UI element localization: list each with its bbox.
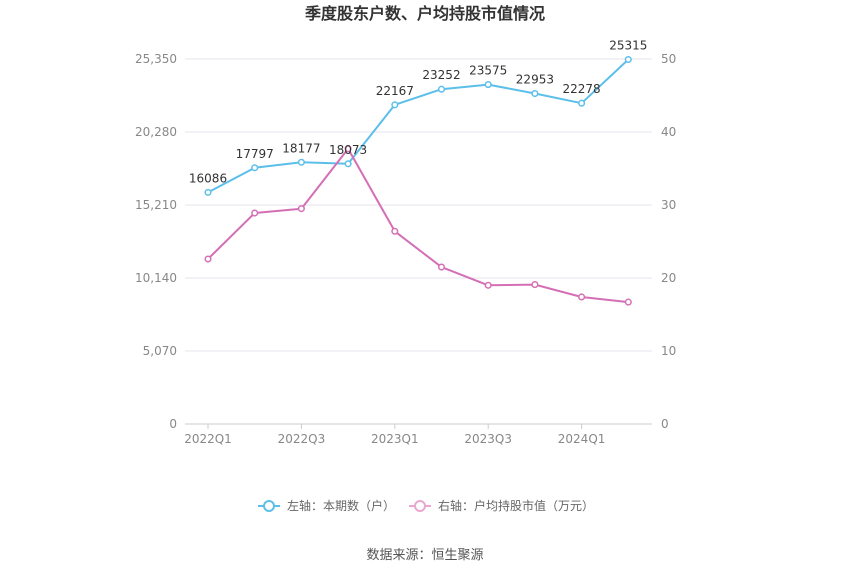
x-axis-tick-label: 2024Q1 [558,432,606,446]
data-label: 18073 [329,143,367,157]
x-axis-tick-label: 2022Q1 [184,432,232,446]
data-label: 16086 [189,171,227,185]
chart-title: 季度股东户数、户均持股市值情况 [304,4,545,23]
data-point-right [391,227,399,235]
data-point-left [391,101,399,109]
series [204,55,632,306]
legend-item-left-series[interactable]: 左轴：本期数（户） [258,498,395,513]
data-point-right [297,205,305,213]
right-axis-tick-label: 40 [661,125,676,139]
right-axis-tick-label: 0 [661,417,669,431]
data-point-right [531,281,539,289]
data-point-right [344,145,352,153]
data-point-right [484,281,492,289]
left-axis-tick-label: 15,210 [135,198,177,212]
data-point-left [297,158,305,166]
data-point-right [578,293,586,301]
data-point-left [531,89,539,98]
x-axis-tick-label: 2023Q1 [371,432,419,446]
left-axis-tick-label: 10,140 [135,271,177,285]
data-point-right [204,255,212,263]
data-point-left [344,160,352,168]
data-point-right [624,298,632,306]
data-label: 22953 [516,73,554,87]
axes: 0 0 5,070 10 10,140 20 15,210 30 20,280 40 25,350 5… [135,52,676,446]
source-note: 数据来源：恒生聚源 [366,548,483,563]
legend-item-right-series[interactable]: 右轴：户均持股市值（万元） [409,498,594,513]
right-axis-tick-label: 30 [661,198,676,212]
data-label: 22167 [376,84,414,98]
left-axis-tick-label: 5,070 [143,344,177,358]
data-point-left [251,164,259,172]
x-axis-tick-label: 2022Q3 [278,432,326,446]
left-axis-tick-label: 0 [169,417,177,431]
right-axis-tick-label: 10 [661,344,676,358]
data-point-left [484,81,492,89]
series-line-left [207,58,629,194]
right-axis-tick-label: 50 [661,52,676,66]
left-axis-tick-label: 25,350 [135,52,177,66]
data-label: 18177 [282,141,320,155]
right-axis-tick-label: 20 [661,271,676,285]
series-line-right [207,147,629,304]
data-label: 23252 [422,68,460,82]
data-label: 22278 [563,82,601,96]
data-point-left [437,85,446,93]
data-point-right [251,209,259,217]
left-axis-tick-label: 20,280 [135,125,177,139]
data-point-left [204,188,212,196]
data-point-left [624,55,632,64]
data-label: 17797 [236,147,274,161]
legend-swatch-right-marker [414,500,426,512]
data-label: 25315 [609,39,647,53]
data-point-right [437,263,446,271]
grid [185,58,652,425]
data-labels: 16086 17797 18177 18073 22167 23252 23575 22953… [189,39,647,186]
legend-swatch-left-marker [263,500,275,512]
x-axis-tick-label: 2023Q3 [464,432,512,446]
data-label: 23575 [469,64,507,78]
legend: 左轴：本期数（户） 右轴：户均持股市值（万元） [258,498,594,513]
legend-label-right: 右轴：户均持股市值（万元） [438,498,594,513]
legend-label-left: 左轴：本期数（户） [287,498,395,513]
data-point-left [578,99,586,107]
